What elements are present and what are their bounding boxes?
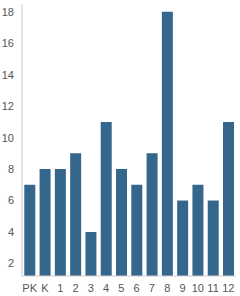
svg-text:K: K	[41, 282, 49, 294]
svg-text:6: 6	[134, 282, 140, 294]
svg-text:12: 12	[8, 100, 14, 112]
svg-text:8: 8	[8, 163, 14, 175]
svg-text:PK: PK	[22, 282, 37, 294]
svg-text:11: 11	[207, 282, 218, 294]
svg-text:4: 4	[8, 226, 14, 238]
svg-text:10: 10	[192, 282, 204, 294]
svg-text:6: 6	[8, 194, 14, 206]
svg-text:7: 7	[149, 282, 155, 294]
svg-text:5: 5	[118, 282, 124, 294]
svg-text:9: 9	[179, 282, 185, 294]
svg-text:10: 10	[8, 132, 14, 144]
svg-text:2: 2	[8, 257, 14, 269]
svg-text:16: 16	[8, 37, 14, 49]
svg-text:2: 2	[72, 282, 78, 294]
svg-text:4: 4	[103, 282, 109, 294]
svg-text:18: 18	[8, 6, 14, 18]
svg-text:12: 12	[222, 282, 232, 294]
svg-text:14: 14	[8, 69, 14, 81]
svg-text:8: 8	[164, 282, 170, 294]
svg-text:3: 3	[88, 282, 94, 294]
svg-text:1: 1	[57, 282, 63, 294]
